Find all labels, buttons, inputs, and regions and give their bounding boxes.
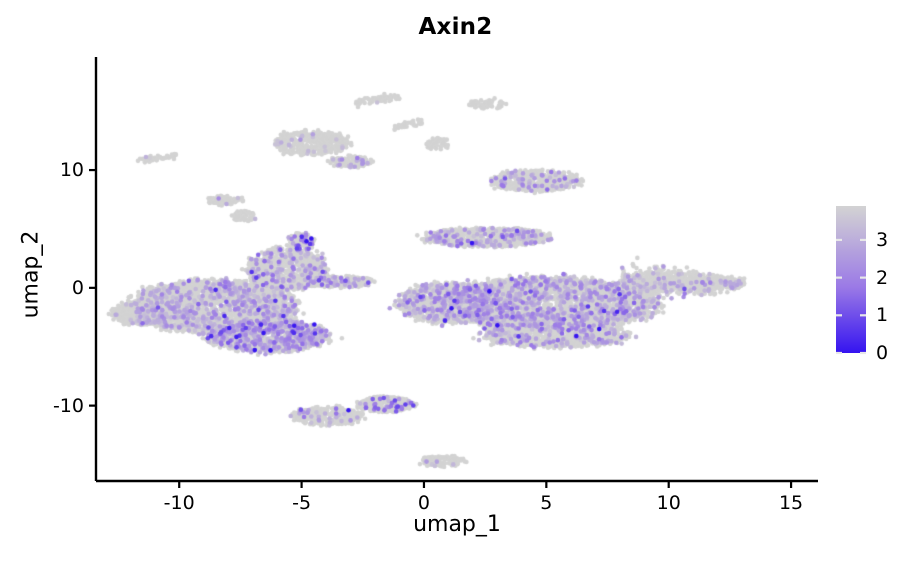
- y-tick-label: 10: [59, 159, 84, 182]
- x-tick-label: 0: [417, 492, 430, 514]
- y-axis-label: umap_2: [18, 230, 44, 319]
- colorbar-tick-label: 1: [876, 304, 889, 327]
- colorbar-gradient: [836, 206, 866, 353]
- colorbar-tick-label: 3: [876, 228, 889, 251]
- plot-title: Axin2: [418, 14, 493, 40]
- y-tick-label: 0: [71, 276, 84, 299]
- y-tick-label: -10: [52, 394, 84, 417]
- colorbar-tick-label: 0: [876, 342, 889, 364]
- x-axis-label: umap_1: [413, 512, 501, 537]
- x-tick-label: 5: [540, 492, 553, 514]
- x-tick-label: -5: [292, 492, 312, 514]
- x-tick-label: 15: [778, 492, 804, 514]
- x-tick-label: -10: [163, 492, 195, 514]
- x-tick-label: 10: [656, 492, 681, 514]
- colorbar-tick-label: 2: [876, 266, 889, 289]
